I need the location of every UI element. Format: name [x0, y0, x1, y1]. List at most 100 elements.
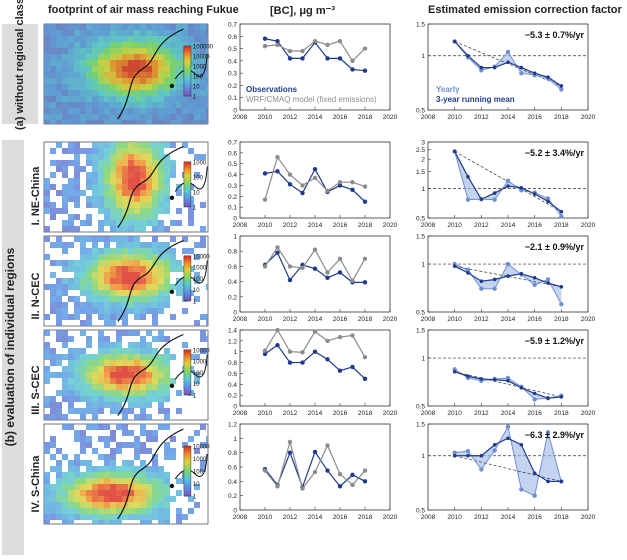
- map-cell: [98, 226, 104, 232]
- map-cell: [140, 284, 146, 290]
- map-cell: [158, 78, 164, 84]
- data-point-observations: [275, 250, 280, 255]
- map-cell: [146, 484, 152, 490]
- map-cell: [164, 84, 170, 90]
- map-cell: [182, 236, 188, 242]
- x-tick-label: 2012: [283, 114, 298, 121]
- map-cell: [140, 442, 146, 448]
- japan-coastline: [174, 260, 208, 286]
- colorbar-step: [183, 389, 191, 392]
- map-cell: [92, 84, 98, 90]
- map-cell: [122, 172, 128, 178]
- map-cell: [140, 102, 146, 108]
- map-cell: [152, 284, 158, 290]
- map-cell: [146, 166, 152, 172]
- map-cell: [62, 496, 68, 502]
- colorbar-step: [183, 174, 191, 178]
- data-point-model: [275, 484, 280, 489]
- map-cell: [164, 390, 170, 396]
- map-cell: [170, 236, 176, 242]
- colorbar-tick-label: 10: [193, 190, 200, 196]
- colorbar-step: [183, 257, 191, 261]
- map-cell: [176, 42, 182, 48]
- map-cell: [110, 226, 116, 232]
- map-cell: [92, 308, 98, 314]
- map-cell: [194, 114, 200, 120]
- map-cell: [200, 442, 206, 448]
- row-label-ne-china: I. NE-China: [30, 166, 42, 226]
- map-cell: [146, 66, 152, 72]
- map-cell: [146, 342, 152, 348]
- colorbar-step: [183, 263, 191, 266]
- x-tick-label: 2014: [501, 316, 516, 323]
- map-cell: [86, 266, 92, 272]
- map-cell: [170, 448, 176, 454]
- y-tick-label: 0: [233, 216, 237, 223]
- map-cell: [44, 472, 50, 478]
- map-cell: [44, 178, 50, 184]
- map-cell: [158, 390, 164, 396]
- colorbar-tick-label: 10: [193, 382, 200, 388]
- map-cell: [134, 54, 140, 60]
- map-cell: [104, 90, 110, 96]
- data-point-running-mean: [519, 442, 524, 447]
- map-cell: [98, 384, 104, 390]
- map-cell: [74, 490, 80, 496]
- map-cell: [146, 184, 152, 190]
- map-cell: [170, 378, 176, 384]
- map-cell: [146, 54, 152, 60]
- map-cell: [200, 24, 206, 30]
- map-cell: [146, 42, 152, 48]
- colorbar-tick-label: 100000: [193, 45, 214, 51]
- colorbar-step: [183, 372, 191, 375]
- map-cell: [50, 160, 56, 166]
- data-point-running-mean: [466, 271, 470, 275]
- colorbar-step: [183, 450, 191, 453]
- map-cell: [146, 196, 152, 202]
- map-cell: [104, 72, 110, 78]
- x-tick-label: 2014: [308, 410, 323, 417]
- map-cell: [164, 454, 170, 460]
- japan-coastline: [174, 53, 208, 80]
- data-point-yearly: [519, 71, 524, 76]
- map-cell: [122, 466, 128, 472]
- data-point-observations: [300, 360, 305, 365]
- map-cell: [68, 36, 74, 42]
- map-cell: [140, 514, 146, 520]
- japan-coastline: [174, 354, 208, 380]
- map-cell: [116, 220, 122, 226]
- map-cell: [140, 430, 146, 436]
- map-cell: [104, 54, 110, 60]
- map-cell: [128, 102, 134, 108]
- map-cell: [56, 284, 62, 290]
- data-point-yearly: [492, 286, 497, 291]
- map-cell: [140, 396, 146, 402]
- map-cell: [200, 90, 206, 96]
- map-cell: [128, 166, 134, 172]
- map-cell: [68, 54, 74, 60]
- map-cell: [158, 54, 164, 60]
- map-cell: [158, 30, 164, 36]
- header-bc: [BC], μg m⁻³: [270, 5, 336, 17]
- map-cell: [98, 190, 104, 196]
- map-cell: [146, 260, 152, 266]
- map-cell: [152, 496, 158, 502]
- header-footprint: footprint of air mass reaching Fukue: [48, 4, 239, 16]
- data-point-observations: [337, 270, 343, 275]
- data-point-running-mean: [506, 274, 510, 278]
- map-cell: [140, 54, 146, 60]
- colorbar-tick-label: 10000: [193, 445, 210, 451]
- map-cell: [80, 372, 86, 378]
- map-cell: [110, 384, 116, 390]
- map-cell: [110, 502, 116, 508]
- map-cell: [74, 202, 80, 208]
- map-cell: [206, 84, 208, 90]
- map-cell: [152, 460, 158, 466]
- map-cell: [56, 408, 62, 414]
- map-cell: [110, 466, 116, 472]
- map-cell: [158, 166, 164, 172]
- map-cell: [116, 54, 122, 60]
- map-cell: [98, 436, 104, 442]
- map-cell: [128, 190, 134, 196]
- map-cell: [164, 190, 170, 196]
